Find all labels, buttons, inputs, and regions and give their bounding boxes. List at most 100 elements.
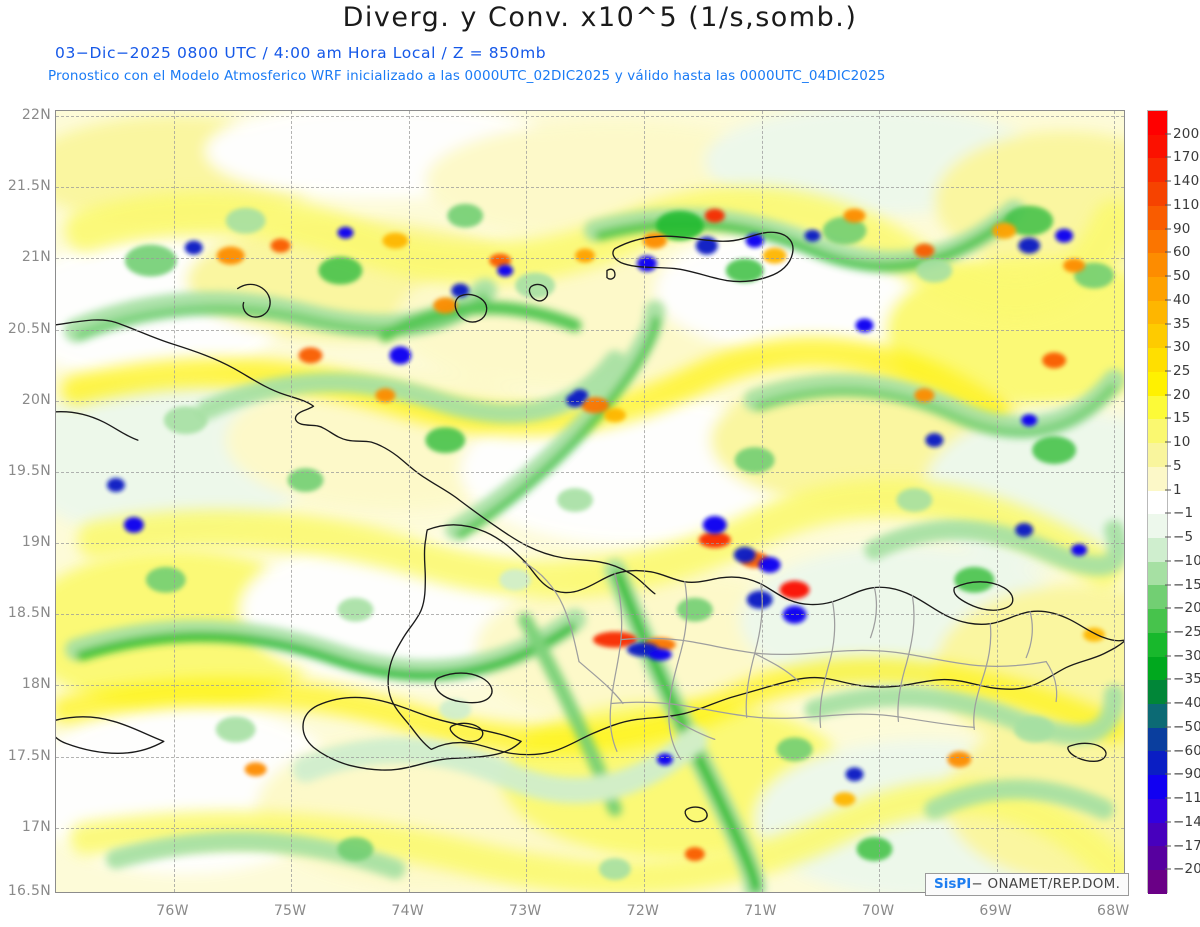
colorbar-label: 90 [1173,220,1191,237]
colorbar-band [1148,158,1167,183]
colorbar-band [1148,229,1167,254]
colorbar-label: 10 [1173,434,1191,451]
colorbar-band [1148,822,1167,847]
colorbar-band [1148,324,1167,349]
ytick-label: 21N [21,249,51,266]
colorbar-label: −35 [1173,671,1200,688]
colorbar-band [1148,798,1167,823]
colorbar-band [1148,466,1167,491]
colorbar-label: −25 [1173,624,1200,640]
colorbar-band [1148,348,1167,372]
colorbar-tick [1165,228,1171,230]
colorbar-tick [1165,845,1171,847]
colorbar-label: −15 [1173,576,1200,593]
colorbar-band [1148,870,1167,894]
colorbar-band [1148,205,1167,230]
colorbar-band [1148,609,1167,633]
colorbar-tick [1165,323,1171,325]
ytick-label: 19.5N [7,462,51,479]
colorbar-tick [1165,868,1171,870]
colorbar-tick [1165,204,1171,206]
ytick-label: 16.5N [7,883,51,899]
colorbar [1147,110,1168,894]
ytick-label: 17.5N [7,747,51,764]
colorbar-tick [1165,512,1171,514]
colorbar-label: 200 [1173,125,1200,142]
divergence-convergence-field [56,111,1124,892]
colorbar-tick [1165,726,1171,728]
colorbar-band [1148,680,1167,704]
xtick-label: 76W [156,903,189,919]
xtick-label: 75W [273,903,307,919]
colorbar-label: −170 [1173,837,1200,854]
colorbar-band [1148,846,1167,870]
colorbar-label: −90 [1173,766,1200,783]
colorbar-tick [1165,275,1171,277]
colorbar-band [1148,656,1167,681]
colorbar-tick [1165,251,1171,253]
colorbar-tick [1165,797,1171,799]
credit-agency: ONAMET/REP.DOM. [987,876,1121,892]
colorbar-label: 170 [1173,149,1200,166]
colorbar-tick [1165,156,1171,158]
colorbar-tick [1165,750,1171,752]
colorbar-band [1148,253,1167,278]
colorbar-label: 60 [1173,244,1191,261]
colorbar-label: 25 [1173,363,1191,379]
ytick-label: 18N [21,676,51,693]
colorbar-tick [1165,370,1171,372]
colorbar-band [1148,443,1167,467]
colorbar-band [1148,277,1167,301]
xtick-label: 69W [979,903,1012,919]
latitude-axis: 22N 21.5N 21N 20.5N 20N 19.5N 19N 18.5N … [0,107,55,899]
colorbar-band [1148,182,1167,206]
colorbar-band [1148,514,1167,538]
colorbar-label: −110 [1173,790,1200,807]
colorbar-band [1148,727,1167,752]
ytick-label: 22N [21,107,51,123]
map-plot-area[interactable] [55,110,1125,893]
colorbar-label: 110 [1173,196,1200,213]
colorbar-tick [1165,773,1171,775]
colorbar-tick [1165,702,1171,704]
colorbar-tick [1165,536,1171,538]
colorbar-label: −30 [1173,647,1200,664]
colorbar-labels: 200 170 140 110 90 60 50 40 35 30 25 20 15 10 5 1 −1 −5 −1… [1165,110,1200,893]
ytick-label: 19N [21,534,51,551]
colorbar-tick [1165,560,1171,562]
colorbar-band [1148,490,1167,515]
colorbar-label: 140 [1173,173,1200,190]
ytick-label: 17N [21,818,51,835]
xtick-label: 73W [509,903,542,919]
colorbar-tick [1165,180,1171,182]
xtick-label: 70W [861,903,895,919]
colorbar-label: 40 [1173,291,1191,308]
colorbar-label: 50 [1173,268,1191,285]
colorbar-label: 1 [1173,481,1182,498]
colorbar-label: −40 [1173,695,1200,712]
colorbar-band [1148,419,1167,444]
colorbar-band [1148,300,1167,325]
colorbar-tick [1165,133,1171,135]
colorbar-band [1148,775,1167,799]
colorbar-tick [1165,417,1171,419]
ytick-label: 20.5N [7,320,51,337]
colorbar-tick [1165,346,1171,348]
xtick-label: 68W [1097,903,1130,919]
colorbar-tick [1165,489,1171,491]
credit-badge: SisPI− ONAMET/REP.DOM. [925,873,1130,896]
model-description-line: Pronostico con el Modelo Atmosferico WRF… [48,68,886,84]
colorbar-label: −50 [1173,718,1200,735]
xtick-label: 71W [744,903,777,919]
colorbar-band [1148,134,1167,159]
colorbar-tick [1165,299,1171,301]
colorbar-label: −60 [1173,742,1200,759]
colorbar-label: −200 [1173,861,1200,878]
colorbar-label: 5 [1173,457,1182,474]
colorbar-tick [1165,584,1171,586]
colorbar-tick [1165,607,1171,609]
credit-separator: − [971,876,983,892]
xtick-label: 72W [626,903,660,919]
colorbar-label: −10 [1173,552,1200,569]
